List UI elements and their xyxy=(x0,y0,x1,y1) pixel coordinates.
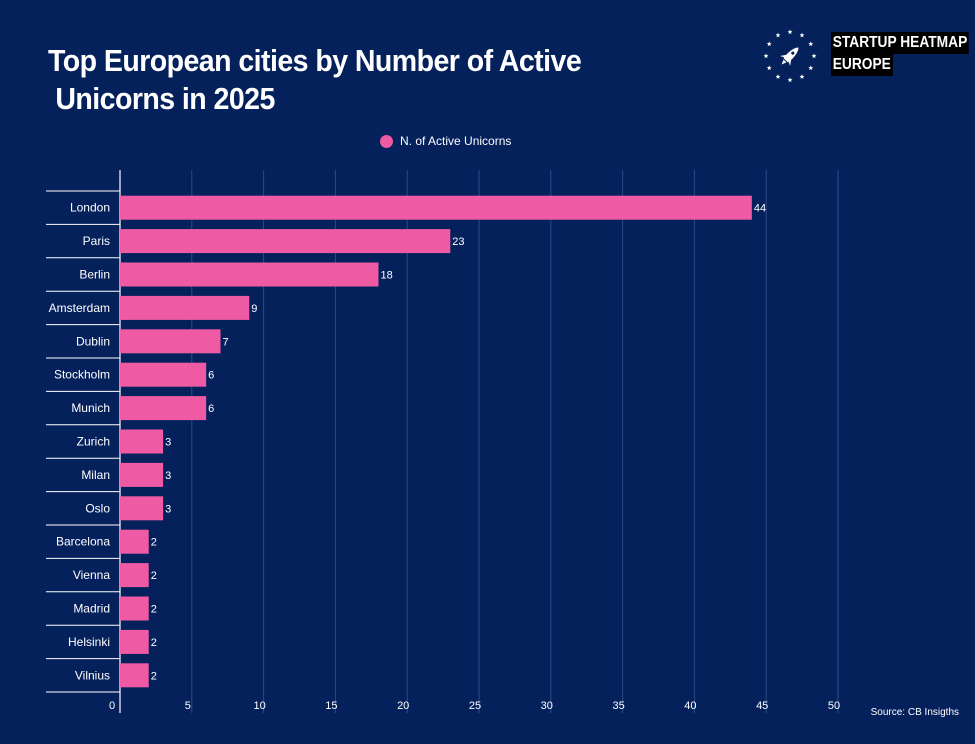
data-label: 18 xyxy=(380,270,392,282)
data-label: 3 xyxy=(165,503,171,515)
category-label: London xyxy=(70,201,110,215)
bar-paris xyxy=(120,229,451,254)
category-label: Milan xyxy=(81,468,110,482)
data-label: 2 xyxy=(151,670,157,682)
bar-berlin xyxy=(120,262,379,287)
category-label: Vilnius xyxy=(75,668,110,682)
x-tick-label: 50 xyxy=(828,700,840,712)
bar-munich xyxy=(120,396,207,421)
chart-title-line-2: Unicorns in 2025 xyxy=(48,81,275,116)
data-label: 2 xyxy=(151,570,157,582)
category-label: Helsinki xyxy=(68,635,110,649)
bar-helsinki xyxy=(120,629,149,654)
logo-line-2: EUROPE xyxy=(831,54,893,76)
legend-label: N. of Active Unicorns xyxy=(400,134,512,148)
category-label: Zurich xyxy=(77,435,110,449)
x-tick-label: 5 xyxy=(185,700,191,712)
logo-star-icon xyxy=(766,65,772,71)
bar-vienna xyxy=(120,563,149,588)
data-label: 2 xyxy=(151,537,157,549)
category-label: Dublin xyxy=(76,334,110,348)
data-label: 44 xyxy=(754,203,766,215)
bar-zurich xyxy=(120,429,164,454)
bar-oslo xyxy=(120,496,164,521)
logo-star-icon xyxy=(811,53,817,59)
category-label: Berlin xyxy=(79,268,110,282)
category-label: Barcelona xyxy=(56,535,110,549)
x-tick-label: 15 xyxy=(325,700,337,712)
logo-star-icon xyxy=(787,77,793,83)
x-tick-label: 40 xyxy=(684,700,696,712)
data-label: 23 xyxy=(452,236,464,248)
x-tick-label: 20 xyxy=(397,700,409,712)
bar-vilnius xyxy=(120,663,149,688)
bar-dublin xyxy=(120,329,221,354)
logo-star-icon xyxy=(763,53,769,59)
bar-stockholm xyxy=(120,362,207,387)
source-note: Source: CB Insigths xyxy=(870,707,959,718)
data-label: 9 xyxy=(251,303,257,315)
data-label: 6 xyxy=(208,370,214,382)
category-label: Madrid xyxy=(73,602,110,616)
logo-star-icon xyxy=(799,32,805,38)
x-tick-label: 10 xyxy=(253,700,265,712)
data-label: 6 xyxy=(208,403,214,415)
chart-title-line-1: Top European cities by Number of Active xyxy=(48,43,582,78)
bar-london xyxy=(120,195,752,220)
x-tick-label: 0 xyxy=(109,700,115,712)
logo-star-icon xyxy=(808,65,814,71)
data-label: 2 xyxy=(151,637,157,649)
logo-star-icon xyxy=(775,74,781,79)
x-tick-label: 30 xyxy=(541,700,553,712)
data-label: 7 xyxy=(223,336,229,348)
startup-heatmap-logo: STARTUP HEATMAP EUROPE xyxy=(760,26,969,86)
category-label: Amsterdam xyxy=(49,301,110,315)
logo-star-icon xyxy=(787,29,793,35)
logo-star-icon xyxy=(799,74,805,79)
category-label: Paris xyxy=(83,234,110,248)
logo-star-icon xyxy=(775,32,781,38)
logo-line-1: STARTUP HEATMAP xyxy=(831,32,969,54)
legend-swatch xyxy=(380,134,393,148)
logo-text: STARTUP HEATMAP EUROPE xyxy=(831,32,969,76)
data-label: 2 xyxy=(151,604,157,616)
chart-title: Top European cities by Number of Active … xyxy=(48,42,600,118)
bar-amsterdam xyxy=(120,295,250,320)
bar-milan xyxy=(120,462,164,487)
bar-barcelona xyxy=(120,529,149,554)
category-label: Stockholm xyxy=(54,368,110,382)
category-label: Vienna xyxy=(73,568,110,582)
data-label: 3 xyxy=(165,437,171,449)
category-label: Munich xyxy=(71,401,110,415)
logo-star-icon xyxy=(766,41,772,47)
x-tick-label: 35 xyxy=(612,700,624,712)
logo-star-icon xyxy=(808,41,814,47)
x-tick-label: 45 xyxy=(756,700,768,712)
category-label: Oslo xyxy=(85,501,110,515)
rocket-in-stars-icon xyxy=(763,29,817,83)
bar-madrid xyxy=(120,596,149,621)
data-label: 3 xyxy=(165,470,171,482)
x-tick-label: 25 xyxy=(469,700,481,712)
chart-legend: N. of Active Unicorns xyxy=(380,132,511,150)
